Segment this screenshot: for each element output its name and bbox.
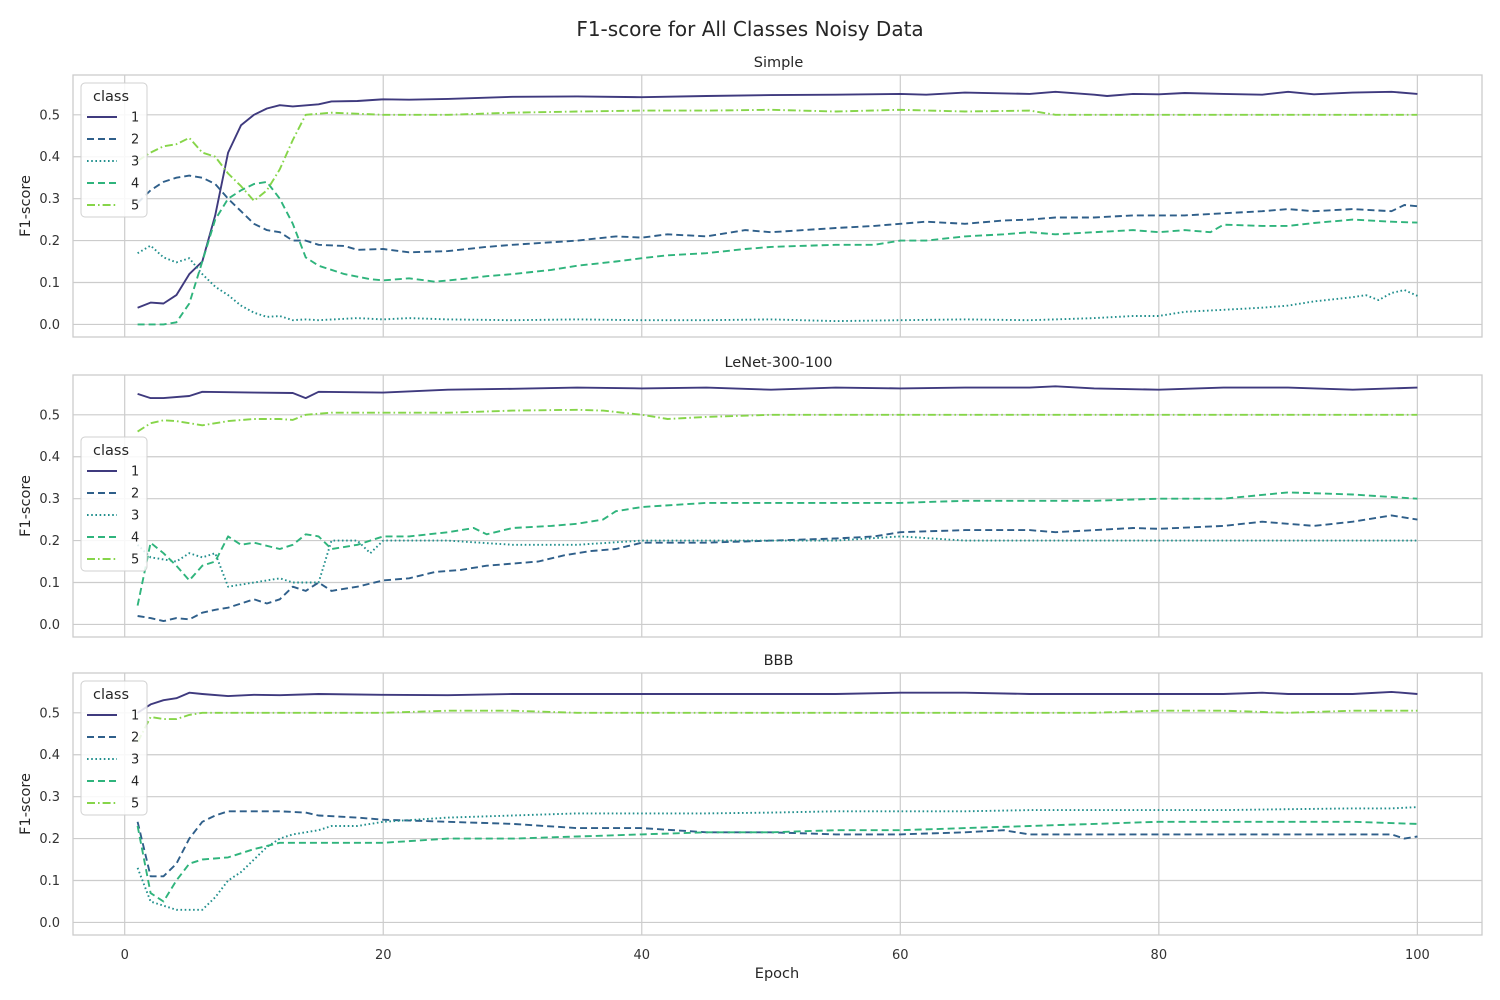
series-line-class-3 xyxy=(136,806,1418,911)
series-line-class-4 xyxy=(136,491,1418,606)
legend-label-class-4: 4 xyxy=(131,775,139,790)
y-tick-label: 0.0 xyxy=(39,916,60,931)
y-tick-label: 0.2 xyxy=(39,534,60,549)
legend-label-class-5: 5 xyxy=(131,199,139,214)
plot-frame xyxy=(72,672,1483,936)
legend-label-class-5: 5 xyxy=(131,797,139,812)
series-line-class-5 xyxy=(136,709,1418,743)
y-tick-label: 0.1 xyxy=(39,276,60,291)
series-line-class-5 xyxy=(137,108,1418,202)
y-tick-label: 0.5 xyxy=(39,706,60,721)
y-axis-label: F1-score xyxy=(18,475,34,537)
legend-label-class-3: 3 xyxy=(131,155,139,170)
series-line-class-4 xyxy=(136,820,1418,903)
panel-title: LeNet-300-100 xyxy=(724,355,832,371)
series-line-class-2 xyxy=(136,810,1418,878)
legend-label-class-3: 3 xyxy=(131,509,139,524)
series-line-class-5 xyxy=(137,408,1418,433)
y-tick-label: 0.2 xyxy=(39,832,60,847)
figure-title: F1-score for All Classes Noisy Data xyxy=(576,17,923,41)
y-tick-label: 0.0 xyxy=(39,618,60,633)
series-line-class-3 xyxy=(136,535,1418,588)
y-tick-label: 0.4 xyxy=(39,748,60,763)
legend-label-class-2: 2 xyxy=(131,487,139,502)
x-tick-label: 60 xyxy=(892,948,909,963)
chart-panel-2: 0.0 0.1 0.2 0.3 0.4 0.5 LeNet-300-100 F1-score c… xyxy=(18,355,1483,638)
y-tick-label: 0.3 xyxy=(39,492,60,507)
y-tick-label: 0.0 xyxy=(39,318,60,333)
x-tick-label: 0 xyxy=(121,948,129,963)
y-axis-label: F1-score xyxy=(18,175,34,237)
panel-title: BBB xyxy=(764,653,794,669)
x-tick-label: 80 xyxy=(1151,948,1168,963)
legend-title: class xyxy=(93,687,129,703)
y-tick-label: 0.1 xyxy=(39,874,60,889)
series-line-class-4 xyxy=(137,180,1418,326)
y-tick-label: 0.3 xyxy=(39,192,60,207)
x-tick-label: 20 xyxy=(375,948,392,963)
x-tick-label: 40 xyxy=(633,948,650,963)
plot-frame xyxy=(72,74,1483,338)
series-line-class-1 xyxy=(137,90,1418,309)
legend-label-class-2: 2 xyxy=(131,133,139,148)
legend-label-class-1: 1 xyxy=(131,111,139,126)
plot-frame xyxy=(72,374,1483,638)
series-line-class-2 xyxy=(137,514,1418,623)
chart-panel-3: 0.0 0.1 0.2 0.3 0.4 0.5 BBB F1-score 0 20 40 60 80 10… xyxy=(18,653,1483,963)
panel-title: Simple xyxy=(754,55,804,71)
legend-label-class-1: 1 xyxy=(131,465,139,480)
y-tick-label: 0.3 xyxy=(39,790,60,805)
legend-title: class xyxy=(93,89,129,105)
series-line-class-1 xyxy=(137,690,1418,714)
legend-label-class-4: 4 xyxy=(131,531,139,546)
y-tick-label: 0.2 xyxy=(39,234,60,249)
legend-label-class-4: 4 xyxy=(131,177,139,192)
y-tick-label: 0.5 xyxy=(39,108,60,123)
series-line-class-2 xyxy=(136,174,1418,254)
legend-label-class-5: 5 xyxy=(131,553,139,568)
legend-label-class-1: 1 xyxy=(131,709,139,724)
legend-label-class-2: 2 xyxy=(131,731,139,746)
x-tick-label: 100 xyxy=(1405,948,1430,963)
series-line-class-3 xyxy=(137,244,1418,323)
legend-title: class xyxy=(93,443,129,459)
y-tick-label: 0.4 xyxy=(39,150,60,165)
x-axis-label: Epoch xyxy=(755,966,799,982)
y-tick-label: 0.4 xyxy=(39,450,60,465)
panels: 0.00.10.20.30.40.5SimpleF1-scoreclass123… xyxy=(18,55,1483,963)
legend-label-class-3: 3 xyxy=(131,753,139,768)
y-tick-label: 0.1 xyxy=(39,576,60,591)
series-line-class-1 xyxy=(137,385,1418,400)
y-tick-label: 0.5 xyxy=(39,408,60,423)
y-axis-label: F1-score xyxy=(18,773,34,835)
